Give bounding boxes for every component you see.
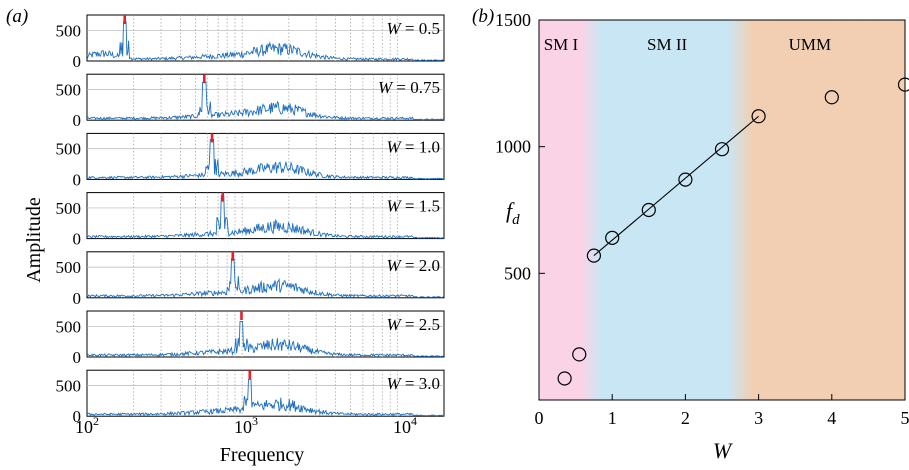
region-label: SM II bbox=[647, 35, 687, 54]
y-tick-label: 0 bbox=[73, 289, 82, 308]
spectrum-frame bbox=[86, 192, 445, 240]
y-tick-label: 500 bbox=[56, 21, 82, 40]
row-w-label: W = 0.5 bbox=[386, 19, 440, 38]
panel-a-ylabel: Amplitude bbox=[23, 197, 45, 283]
spectrum-trace bbox=[86, 21, 445, 62]
x-tick-label: 0 bbox=[535, 408, 544, 428]
y-tick-label: 500 bbox=[56, 258, 82, 277]
panel-a-x-ticks: 102 103 104 bbox=[75, 414, 417, 437]
y-tick-label: 0 bbox=[73, 348, 82, 367]
spectrum-row: 500 0 W = 1.0 bbox=[56, 132, 445, 189]
regions-background bbox=[539, 20, 905, 400]
spectrum-frame bbox=[86, 132, 445, 180]
spectrum-row: 500 0 W = 2.0 bbox=[56, 251, 445, 308]
data-point bbox=[897, 77, 909, 92]
y-tick-label: 500 bbox=[56, 199, 82, 218]
panel-b-label: (b) bbox=[472, 6, 494, 27]
x-tick-label-100: 102 bbox=[75, 414, 99, 437]
y-tick-label: 500 bbox=[56, 317, 82, 336]
x-tick-label: 5 bbox=[901, 408, 909, 428]
spectrum-row: 500 0 W = 3.0 bbox=[56, 369, 445, 426]
panel-b-xlabel: W bbox=[713, 438, 733, 463]
data-point bbox=[714, 142, 730, 157]
x-tick-label: 4 bbox=[827, 408, 836, 428]
data-point bbox=[824, 90, 839, 105]
spectrum-trace bbox=[86, 320, 445, 358]
y-tick-label: 0 bbox=[73, 170, 82, 189]
y-tick-label: 500 bbox=[56, 81, 82, 100]
y-tick-label: 0 bbox=[73, 230, 82, 249]
spectrum-trace bbox=[86, 195, 445, 239]
x-tick-label-10000: 104 bbox=[393, 414, 417, 437]
y-tick-label: 0 bbox=[73, 52, 82, 71]
row-w-label: W = 1.0 bbox=[386, 137, 440, 156]
y-tick-label: 1500 bbox=[495, 10, 531, 30]
y-tick-label: 0 bbox=[73, 111, 82, 130]
spectrum-trace bbox=[86, 258, 445, 298]
row-w-label: W = 1.5 bbox=[386, 197, 440, 216]
panel-a-xlabel: Frequency bbox=[220, 444, 304, 466]
spectrum-frame bbox=[86, 73, 445, 121]
y-tick-label: 500 bbox=[504, 263, 531, 283]
scatter-points bbox=[557, 77, 909, 386]
region-labels: SM I SM II UMM bbox=[544, 35, 831, 54]
y-tick-label: 0 bbox=[73, 407, 82, 426]
spectrum-row: 500 0 W = 0.5 bbox=[56, 14, 445, 71]
region-label: SM I bbox=[544, 35, 579, 54]
y-tick-label: 1000 bbox=[495, 137, 531, 157]
x-tick-label: 2 bbox=[681, 408, 690, 428]
panel-b-ticks: 0 1 2 3 4 5 500 1000 1500 bbox=[495, 10, 909, 428]
row-w-label: W = 3.0 bbox=[386, 374, 440, 393]
data-point bbox=[751, 109, 766, 124]
panel-b: (b) SM I SM II UMM 0 1 2 3 4 5 500 1000 1500 fd W bbox=[472, 6, 909, 463]
spectrum-trace bbox=[86, 139, 445, 180]
spectrum-frame bbox=[86, 310, 445, 358]
panel-b-ylabel: fd bbox=[506, 198, 520, 228]
data-point bbox=[557, 371, 572, 386]
row-w-label: W = 2.5 bbox=[386, 315, 440, 334]
fit-line bbox=[593, 115, 759, 257]
data-point bbox=[678, 172, 693, 187]
data-point bbox=[605, 230, 620, 245]
panel-a: (a) Amplitude Frequency 500 0 W = 0.5 500 0 W… bbox=[6, 6, 445, 466]
spectrum-trace bbox=[86, 378, 444, 417]
x-tick-label: 1 bbox=[608, 408, 617, 428]
region-label: UMM bbox=[789, 35, 832, 54]
y-tick-label: 500 bbox=[56, 377, 82, 396]
data-point bbox=[586, 248, 602, 263]
spectrum-frame bbox=[86, 369, 445, 417]
row-w-label: W = 2.0 bbox=[386, 256, 440, 275]
x-tick-label: 3 bbox=[754, 408, 763, 428]
panel-b-frame bbox=[538, 19, 906, 401]
data-point bbox=[641, 202, 656, 218]
fit-line-segment bbox=[593, 115, 759, 257]
y-tick-label: 500 bbox=[56, 140, 82, 159]
spectrum-row: 500 0 W = 0.75 bbox=[56, 73, 445, 130]
x-tick-label-1000: 103 bbox=[234, 414, 258, 437]
spectrum-row: 500 0 W = 2.5 bbox=[56, 310, 445, 367]
data-point bbox=[572, 347, 587, 362]
spectra-rows: 500 0 W = 0.5 500 0 W = 0.75 500 0 W = 1.0 500 0 W … bbox=[56, 14, 445, 426]
spectrum-trace bbox=[86, 81, 445, 121]
panel-a-label: (a) bbox=[6, 6, 28, 27]
spectrum-row: 500 0 W = 1.5 bbox=[56, 192, 445, 249]
row-w-label: W = 0.75 bbox=[378, 78, 440, 97]
